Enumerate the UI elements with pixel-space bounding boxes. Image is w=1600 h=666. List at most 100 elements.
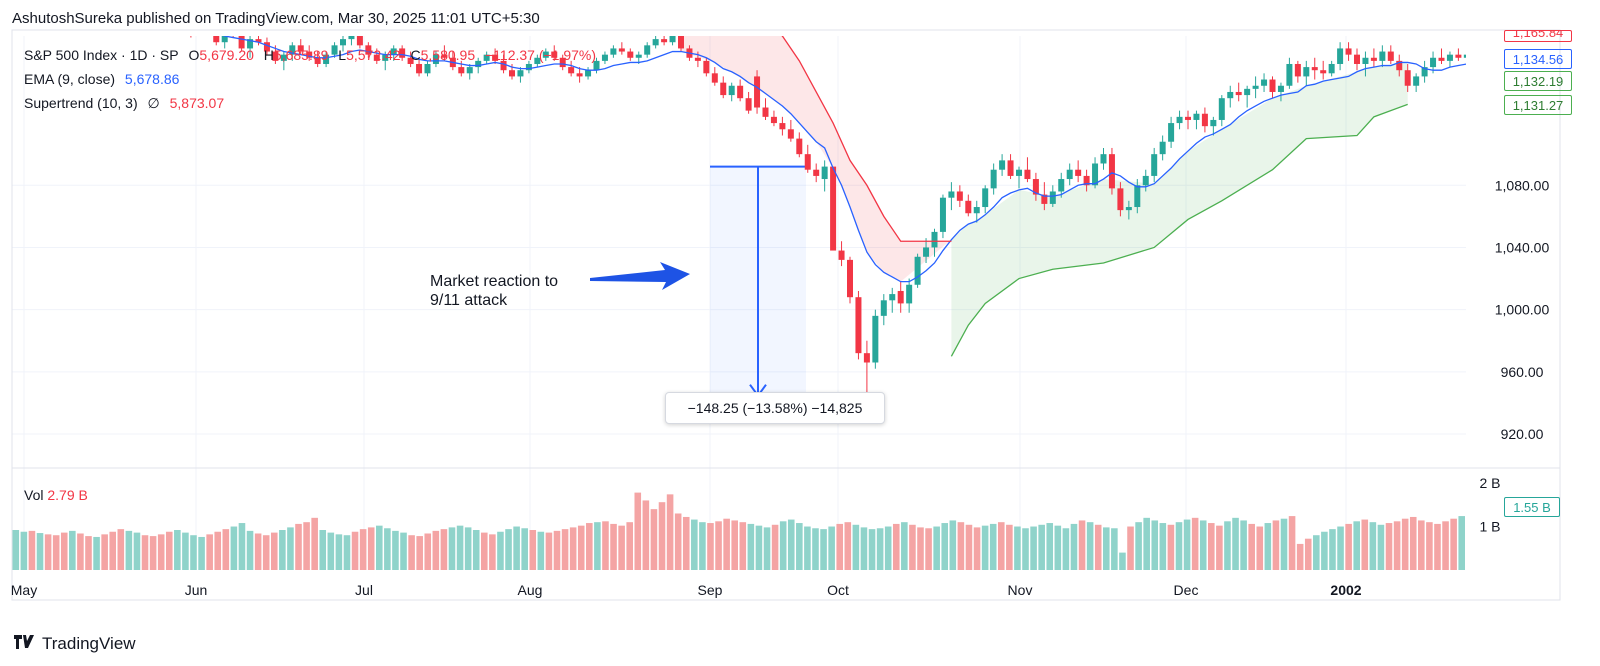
candle-body [1481,45,1487,48]
candle-body [213,36,220,43]
candle-body [1362,57,1369,64]
volume-bar [1038,524,1045,570]
l-label: L [338,47,347,63]
candle-body [948,191,955,198]
candle-body [585,70,592,77]
candle-body [188,27,194,30]
volume-bar [93,536,100,570]
candle-body [914,256,921,285]
annotation-text[interactable]: Market reaction to 9/11 attack [430,273,559,309]
ema-legend[interactable]: EMA (9, close) 5,678.86 [24,71,185,87]
candle-body [1210,119,1217,127]
volume-bar [384,528,391,570]
volume-bar [553,530,561,570]
volume-bar [1272,520,1280,570]
volume-bar [230,526,238,570]
candle-body [356,36,363,46]
symbol-legend[interactable]: S&P 500 Index · 1D · SP O5,679.20 H5,685… [24,47,602,63]
supertrend-legend[interactable]: Supertrend (10, 3) ∅ 5,873.07 [24,95,230,112]
candle-body [1227,91,1234,99]
volume-bar [295,523,302,570]
candle-body [255,39,262,43]
candle-body [466,67,473,74]
volume-bar [917,527,924,570]
volume-bar [812,528,819,570]
volume-bar [1175,522,1183,570]
supertrend-label[interactable]: Supertrend (10, 3) [24,95,138,111]
volume-bar [335,534,343,570]
candle-body [1354,54,1360,64]
candle-body [1075,169,1082,176]
supertrend-value: 5,873.07 [169,95,225,111]
candle-body [525,63,532,71]
volume-bar [101,534,108,570]
candle-body [1404,70,1411,86]
volume-bar [125,530,133,570]
volume-bar [117,529,125,570]
candle-body [551,51,558,58]
volume-bar [1135,522,1142,570]
volume-legend[interactable]: Vol 2.79 B [24,487,88,503]
candle-body [475,60,482,68]
candle-body [1387,51,1394,61]
volume-bar [343,535,351,570]
volume-bar [1208,523,1215,570]
measure-label[interactable]: −148.25 (−13.58%) −14,825 [665,392,885,424]
volume-bar [198,536,205,570]
candle-body [1337,48,1344,64]
volume-bar [319,530,327,570]
volume-bar [20,531,28,570]
change-value: −112.37 (−1.97%) [485,47,597,63]
candle-body [1058,179,1065,192]
candle-body [745,98,752,111]
volume-bar [561,529,569,570]
volume-bar [109,531,117,570]
volume-bar [327,532,335,570]
candle-body [230,30,236,36]
candle-body [737,85,744,99]
candle-body [880,300,887,316]
ema-label[interactable]: EMA (9, close) [24,71,116,87]
volume-bar [844,522,852,570]
volume-bar [836,523,844,570]
volume-bar [287,527,294,570]
volume-bar [408,535,415,570]
candle-body [221,36,228,43]
symbol-name[interactable]: S&P 500 Index · 1D · SP [24,47,179,63]
volume-bar [1288,516,1296,570]
price-label-last: 1,131.27 [1504,95,1572,115]
volume-bar [650,509,658,570]
x-tick-label: Oct [827,582,849,598]
candle-body [1016,169,1022,176]
volume-bar [165,531,173,570]
volume-last-label: 1.55 B [1504,497,1560,517]
candle-body [1421,67,1428,77]
volume-bar [723,518,730,570]
candle-body [373,54,380,61]
publisher-line: AshutoshSureka published on TradingView.… [12,10,540,27]
volume-bar [270,532,278,570]
volume-bar [359,529,367,570]
candle-body [280,54,287,61]
candle-body [610,48,617,55]
branding[interactable]: TradingView [14,634,136,654]
volume-bar [1119,552,1126,570]
candle-body [559,57,566,68]
candle-body [990,169,997,189]
volume-tick-label: 2 B [1479,475,1500,491]
volume-bar [1127,526,1134,570]
candle-body [973,207,980,214]
volume-bar [1434,523,1441,570]
volume-bar [747,523,755,570]
candle-body [348,36,355,40]
candle-body [323,54,330,64]
volume-bar [489,534,496,570]
candle-body [568,67,575,74]
candle-body [813,169,820,176]
volume-bar [311,517,318,570]
candle-body [306,51,313,58]
volume-bar [246,530,254,570]
candle-body [1261,79,1268,86]
